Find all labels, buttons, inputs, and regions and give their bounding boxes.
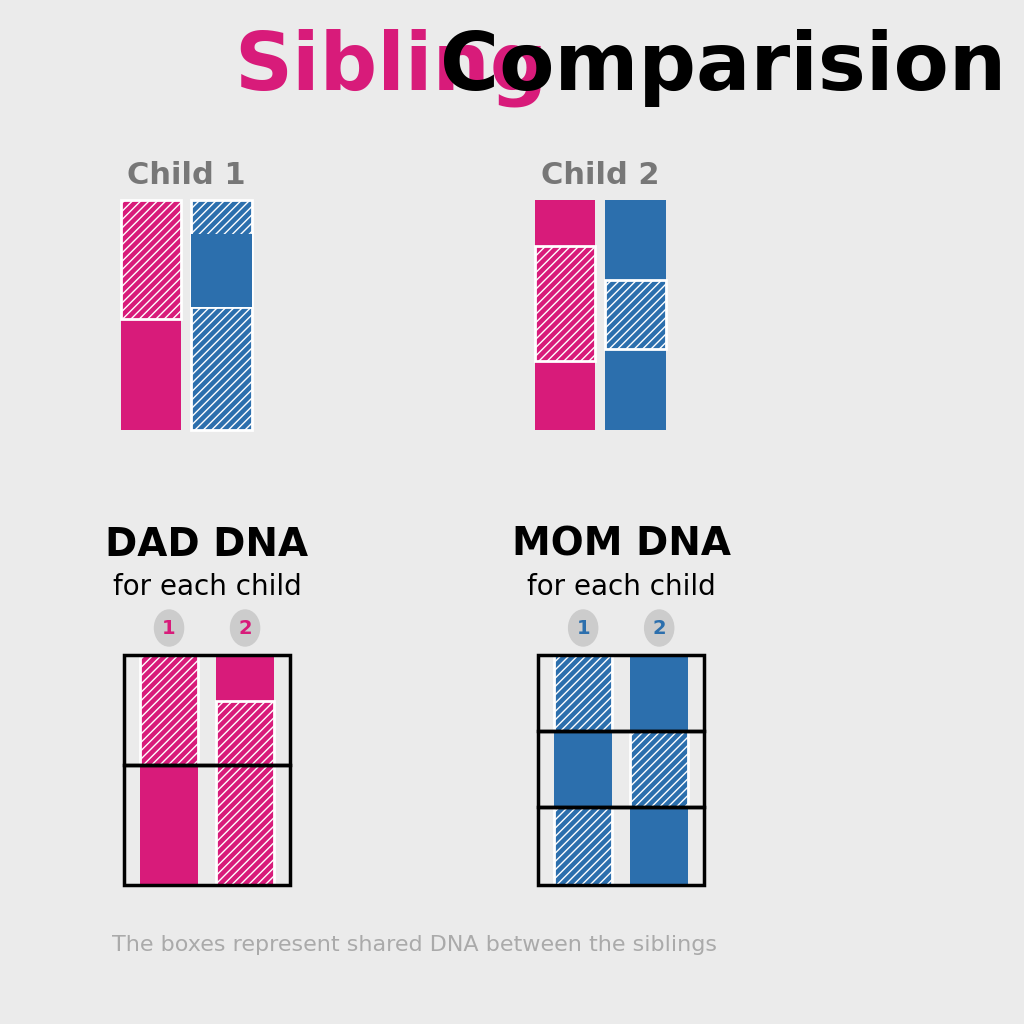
Bar	[535, 200, 595, 430]
Bar	[630, 655, 688, 885]
Bar	[535, 246, 595, 361]
Text: for each child: for each child	[526, 573, 716, 601]
Text: 1: 1	[162, 618, 176, 638]
Text: Child 2: Child 2	[541, 161, 659, 189]
Bar	[554, 807, 612, 885]
Text: 1: 1	[577, 618, 590, 638]
Circle shape	[645, 610, 674, 646]
Bar	[538, 731, 705, 807]
Bar	[124, 655, 291, 765]
Text: The boxes represent shared DNA between the siblings: The boxes represent shared DNA between t…	[112, 935, 717, 955]
Bar	[605, 280, 666, 349]
Bar	[538, 655, 705, 731]
Bar	[190, 307, 252, 430]
Bar	[190, 200, 252, 307]
Bar	[190, 234, 252, 307]
Bar	[216, 655, 274, 885]
Text: for each child: for each child	[113, 573, 301, 601]
Text: Child 1: Child 1	[127, 161, 246, 189]
Bar	[124, 765, 291, 885]
Bar	[630, 731, 688, 807]
Circle shape	[568, 610, 598, 646]
Circle shape	[230, 610, 260, 646]
Bar	[554, 655, 612, 731]
Circle shape	[155, 610, 183, 646]
Bar	[605, 200, 666, 430]
Bar	[121, 200, 181, 319]
Bar	[190, 200, 252, 430]
Bar	[538, 807, 705, 885]
Text: 2: 2	[239, 618, 252, 638]
Text: 2: 2	[652, 618, 666, 638]
Bar	[554, 655, 612, 885]
Text: DAD DNA: DAD DNA	[105, 526, 308, 564]
Bar	[140, 655, 199, 765]
Bar	[140, 655, 199, 885]
Text: Sibling: Sibling	[234, 29, 548, 108]
Text: MOM DNA: MOM DNA	[512, 526, 731, 564]
Bar	[121, 200, 181, 430]
Bar	[216, 701, 274, 885]
Text: Comparision: Comparision	[413, 29, 1007, 106]
